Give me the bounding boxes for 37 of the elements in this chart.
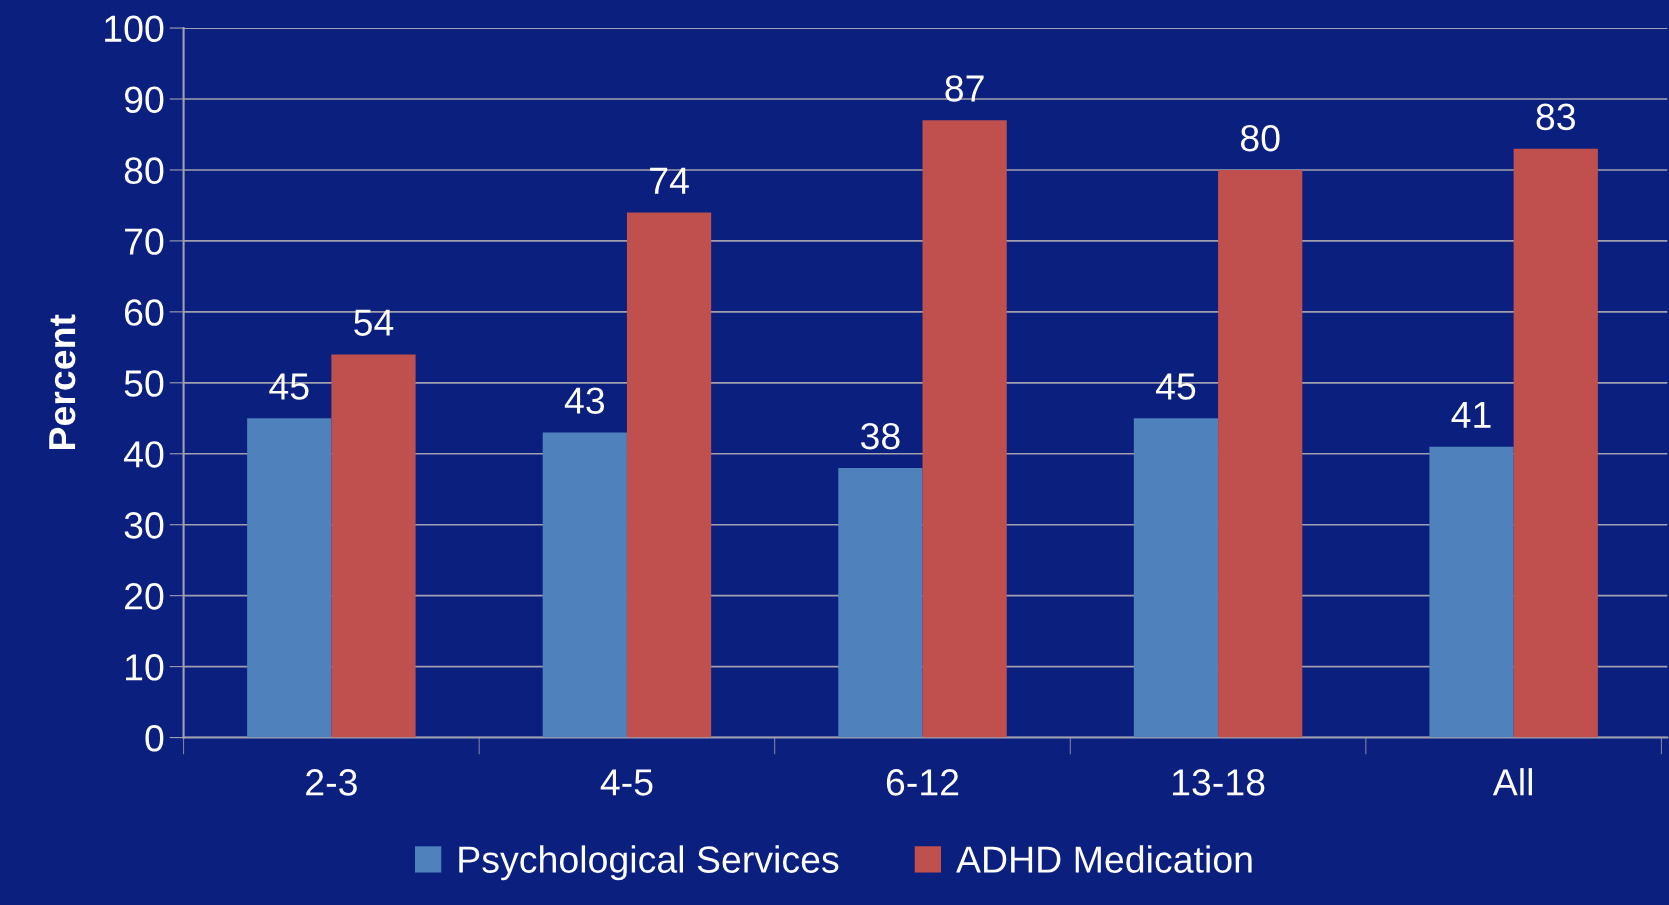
y-tick-label: 80 — [124, 157, 164, 184]
y-tick-label: 100 — [105, 15, 164, 43]
bar — [331, 354, 416, 738]
y-axis-title: Percent — [49, 314, 76, 450]
bar — [626, 212, 712, 738]
y-tick-label: 40 — [123, 441, 164, 468]
y-tick-label: 0 — [145, 724, 164, 752]
legend-label: Psychological Services — [459, 845, 839, 881]
x-tick-label: 2-3 — [306, 769, 357, 796]
data-label: 54 — [354, 309, 394, 336]
bar — [922, 120, 1007, 738]
legend-label: ADHD Medication — [956, 845, 1252, 873]
x-tick-label: 4-5 — [600, 769, 653, 796]
y-tick-label: 20 — [125, 583, 164, 610]
y-tick-label: 50 — [124, 370, 164, 397]
bar — [1133, 418, 1219, 738]
y-tick-label: 70 — [125, 228, 164, 255]
data-label: 80 — [1240, 124, 1280, 152]
y-tick-label: 10 — [125, 654, 164, 681]
bar — [1513, 148, 1598, 738]
x-tick-label: All — [1492, 768, 1532, 796]
data-label: 83 — [1536, 103, 1575, 131]
data-label: 41 — [1451, 401, 1491, 428]
bar — [542, 432, 627, 738]
bar — [1218, 169, 1303, 738]
bar — [247, 418, 332, 738]
data-label: 87 — [945, 75, 984, 102]
data-label: 38 — [860, 422, 900, 450]
data-label: 43 — [564, 387, 605, 414]
bar — [1429, 446, 1514, 738]
data-label: 74 — [650, 167, 689, 194]
y-tick-label: 60 — [125, 299, 164, 326]
bar — [838, 467, 923, 738]
y-tick-label: 90 — [124, 86, 164, 113]
x-tick-label: 6-12 — [886, 769, 959, 796]
x-tick-label: 13-18 — [1172, 769, 1265, 796]
y-tick-label: 30 — [124, 512, 164, 539]
